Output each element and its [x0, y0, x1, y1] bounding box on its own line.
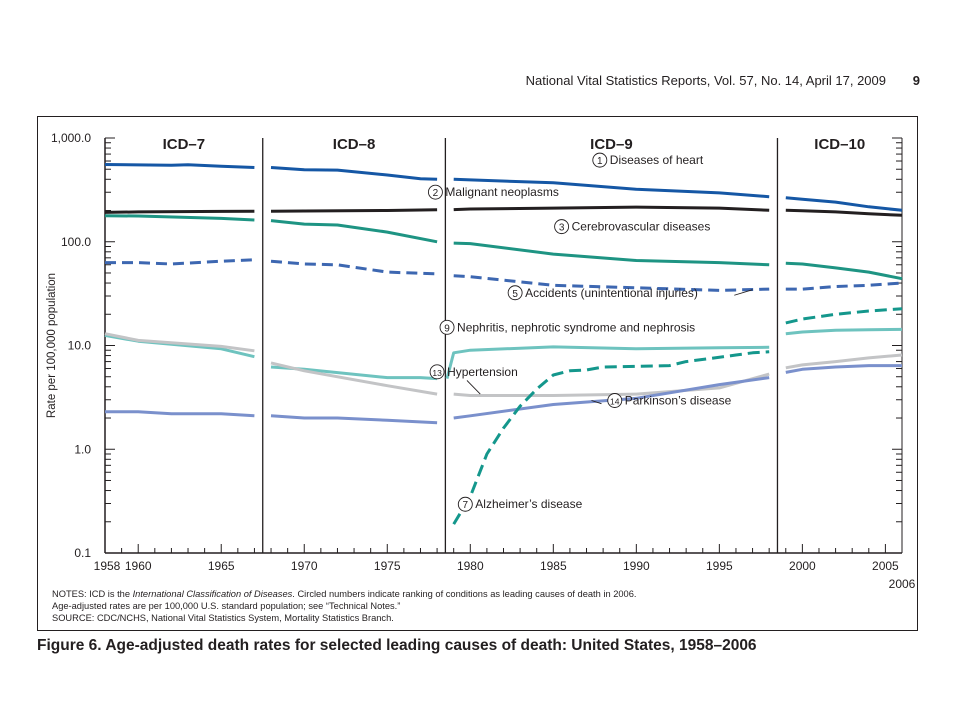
series-label-cerebro: Cerebrovascular diseases: [572, 220, 711, 234]
series-line-alzheimers: [452, 350, 770, 525]
series-line-parkinsons: [785, 364, 902, 374]
x-tick-label: 2006: [889, 577, 916, 591]
y-tick-label: 0.1: [74, 546, 91, 560]
figure-notes: NOTES: ICD is the International Classifi…: [52, 588, 752, 624]
rank-number: 2: [433, 188, 439, 199]
icd-period-label: ICD–8: [333, 136, 376, 153]
label-leader-line: [466, 380, 481, 395]
figure-caption: Figure 6. Age-adjusted death rates for s…: [37, 637, 757, 654]
series-line-hypertension: [785, 353, 903, 370]
label-leader-line: [591, 400, 602, 405]
x-tick-label: 1960: [125, 559, 152, 573]
series-label-alzheimers: Alzheimer’s disease: [475, 497, 582, 511]
y-tick-label: 100.0: [61, 235, 91, 249]
series-line-nephritis: [445, 345, 770, 379]
notes-line-1: NOTES: ICD is the International Classifi…: [52, 588, 752, 600]
rank-circle: [592, 152, 608, 168]
series-line-hypertension: [453, 372, 770, 397]
series-line-parkinsons: [270, 414, 438, 425]
rank-number: 3: [559, 223, 565, 234]
figure-box: [37, 116, 918, 631]
rank-circle: [427, 184, 443, 200]
series-line-heart: [270, 166, 438, 181]
series-line-neoplasms: [453, 205, 770, 212]
series-line-hypertension: [104, 332, 255, 353]
series-label-nephritis: Nephritis, nephrotic syndrome and nephro…: [457, 320, 695, 334]
icd-period-label: ICD–10: [814, 136, 865, 153]
series-line-alzheimers: [785, 307, 903, 325]
x-tick-label: 1958: [94, 559, 121, 573]
y-axis-label: Rate per 100,000 population: [46, 273, 58, 418]
notes-line-1-italic: International Classification of Diseases: [132, 589, 293, 599]
rank-circle: [507, 285, 523, 301]
series-line-nephritis: [785, 327, 903, 336]
rank-circle: [607, 393, 623, 408]
x-tick-label: 1990: [623, 559, 650, 573]
series-label-hypertension: Hypertension: [447, 365, 518, 379]
series-line-heart: [785, 196, 903, 212]
series-line-cerebro: [785, 261, 903, 281]
series-line-hypertension: [270, 361, 438, 396]
series-line-neoplasms: [104, 209, 255, 214]
series-line-neoplasms: [270, 208, 438, 213]
x-tick-label: 1975: [374, 559, 401, 573]
rank-number: 13: [432, 368, 442, 378]
x-tick-label: 2005: [872, 559, 899, 573]
series-line-accidents: [105, 258, 255, 266]
y-tick-label: 1,000.0: [51, 131, 91, 145]
notes-line-1-suffix: . Circled numbers indicate ranking of co…: [292, 589, 637, 599]
series-line-cerebro: [453, 241, 770, 267]
series-label-accidents: Accidents (unintentional injuries): [525, 286, 698, 300]
x-tick-label: 1995: [706, 559, 733, 573]
x-tick-label: 1965: [208, 559, 235, 573]
notes-line-2: Age-adjusted rates are per 100,000 U.S. …: [52, 601, 401, 611]
y-tick-label: 1.0: [74, 442, 91, 456]
x-tick-label: 1970: [291, 559, 318, 573]
x-tick-label: 1980: [457, 559, 484, 573]
series-line-heart: [104, 163, 255, 169]
series-line-accidents: [785, 281, 903, 291]
series-line-neoplasms: [785, 208, 903, 217]
series-label-parkinsons: Parkinson’s disease: [625, 393, 732, 407]
series-line-parkinsons: [105, 410, 255, 418]
series-line-accidents: [270, 259, 438, 276]
running-title: National Vital Statistics Reports, Vol. …: [525, 73, 886, 88]
label-leader-line: [734, 289, 753, 296]
rank-circle: [429, 364, 445, 380]
notes-line-1-prefix: NOTES: ICD is the: [52, 589, 133, 599]
rank-number: 5: [512, 289, 518, 300]
series-line-heart: [453, 177, 770, 199]
icd-period-label: ICD–7: [163, 136, 206, 153]
rank-number: 7: [463, 500, 469, 511]
rank-number: 14: [610, 396, 620, 406]
running-header: National Vital Statistics Reports, Vol. …: [480, 73, 920, 93]
rank-number: 9: [444, 323, 450, 334]
rank-circle: [554, 219, 570, 235]
notes-line-3: SOURCE: CDC/NCHS, National Vital Statist…: [52, 613, 394, 623]
series-line-cerebro: [270, 219, 438, 244]
series-label-heart: Diseases of heart: [610, 153, 704, 167]
x-tick-label: 2000: [789, 559, 816, 573]
series-line-accidents: [453, 274, 770, 292]
page-number: 9: [912, 73, 920, 88]
rank-number: 1: [597, 156, 603, 167]
series-line-cerebro: [104, 214, 255, 222]
icd-period-label: ICD–9: [590, 136, 633, 153]
x-tick-label: 1985: [540, 559, 567, 573]
series-label-neoplasms: Malignant neoplasms: [445, 185, 558, 199]
rank-circle: [457, 496, 473, 512]
rank-circle: [439, 319, 455, 335]
y-tick-label: 10.0: [68, 339, 92, 353]
